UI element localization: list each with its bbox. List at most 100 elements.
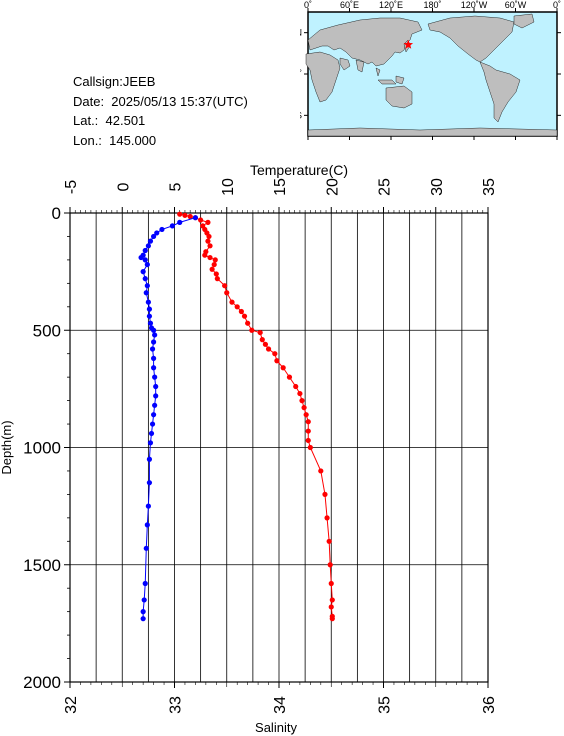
- salinity-point: [148, 430, 155, 437]
- temperature-tick-label: 20: [324, 178, 341, 196]
- salinity-line: [140, 217, 196, 619]
- temperature-point: [205, 219, 211, 225]
- temperature-point: [241, 313, 248, 319]
- temperature-point: [328, 580, 334, 587]
- salinity-point: [147, 440, 154, 446]
- salinity-point: [153, 383, 159, 390]
- temperature-point: [265, 346, 272, 352]
- chart-series: [138, 211, 335, 622]
- temperature-point: [202, 252, 208, 258]
- temperature-point: [293, 383, 299, 390]
- salinity-point: [142, 257, 148, 263]
- temperature-point: [322, 491, 328, 497]
- temperature-tick-label: 5: [168, 182, 185, 191]
- callsign-text: Callsign:JEEB: [73, 74, 156, 89]
- chart-ticks: [64, 207, 489, 688]
- salinity-point: [151, 412, 157, 418]
- salinity-point: [144, 522, 150, 528]
- salinity-tick-label: 32: [63, 696, 80, 714]
- temperature-point: [207, 254, 213, 261]
- temperature-point: [203, 249, 209, 255]
- temperature-point: [192, 215, 198, 221]
- map-lon-label: 60˚W: [505, 0, 527, 10]
- map-lat-label: 0˚: [300, 69, 302, 79]
- temperature-point: [238, 308, 244, 315]
- temperature-point: [280, 365, 286, 371]
- temperature-tick-label: 10: [220, 178, 237, 196]
- map-land: [305, 13, 558, 137]
- salinity-tick-label: 33: [168, 696, 185, 714]
- location-map: 0˚ 60˚E 120˚E 180˚ 120˚W 60˚W 0˚ 60˚N 0˚ 60˚S: [300, 0, 561, 140]
- temperature-point: [212, 257, 218, 263]
- map-lon-label: 120˚W: [461, 0, 488, 10]
- depth-tick-label: 1500: [23, 556, 61, 575]
- chart-frame: [69, 212, 489, 683]
- temperature-point: [259, 337, 265, 343]
- map-lat-label: 60˚S: [300, 110, 302, 120]
- depth-axis-label: Depth(m): [0, 420, 14, 474]
- depth-tick-label: 500: [33, 321, 61, 340]
- temperature-point: [329, 613, 335, 619]
- temperature-point: [234, 304, 240, 310]
- temperature-point: [182, 212, 188, 218]
- temperature-point: [307, 444, 313, 451]
- temperature-point: [305, 428, 311, 434]
- salinity-point: [192, 215, 198, 221]
- temperature-point: [209, 266, 215, 272]
- salinity-point: [159, 226, 165, 233]
- salinity-point: [154, 230, 160, 236]
- temperature-point: [214, 276, 220, 282]
- temperature-tick-label: 30: [429, 178, 446, 196]
- map-ticks: [304, 8, 561, 140]
- temperature-point: [249, 327, 255, 333]
- depth-tick-label: 0: [52, 204, 61, 223]
- salinity-point: [140, 269, 146, 275]
- salinity-tick-label: 35: [377, 696, 394, 714]
- salinity-point: [140, 252, 146, 258]
- temperature-point: [213, 271, 219, 277]
- depth-tick-label: 2000: [23, 673, 61, 692]
- temperature-point: [329, 616, 335, 622]
- temperature-tick-label: 35: [481, 178, 498, 196]
- temperature-point: [327, 562, 333, 568]
- salinity-point: [145, 243, 151, 249]
- salinity-point: [146, 456, 153, 462]
- salinity-point: [151, 365, 157, 371]
- salinity-point: [153, 393, 159, 399]
- latitude-text: Lat.: 42.501: [73, 113, 146, 128]
- salinity-point: [146, 306, 153, 312]
- temperature-point: [303, 412, 309, 418]
- salinity-point: [143, 290, 149, 296]
- temperature-line: [179, 213, 333, 619]
- salinity-point: [142, 247, 148, 254]
- temperature-point: [328, 604, 334, 610]
- temperature-point: [198, 217, 204, 223]
- map-lon-label: 180˚: [423, 0, 441, 10]
- temperature-point: [257, 329, 263, 336]
- salinity-point: [152, 402, 158, 408]
- map-lon-label: 0˚: [553, 0, 561, 10]
- temperature-tick-label: 0: [115, 182, 132, 191]
- temperature-point: [305, 419, 311, 425]
- salinity-point: [149, 346, 156, 352]
- temperature-point: [202, 226, 208, 233]
- salinity-axis-label: Salinity: [255, 720, 297, 735]
- salinity-point: [151, 355, 157, 361]
- temperature-point: [286, 374, 293, 380]
- temperature-point: [324, 515, 330, 521]
- salinity-point: [140, 616, 146, 622]
- salinity-point: [144, 283, 150, 289]
- salinity-point: [177, 219, 183, 225]
- temperature-point: [318, 468, 324, 474]
- temperature-tick-label: 25: [377, 178, 394, 196]
- temperature-tick-label: 15: [272, 178, 289, 196]
- temperature-axis-label: Temperature(C): [250, 162, 348, 178]
- temperature-point: [205, 238, 211, 244]
- depth-tick-label: 1000: [23, 439, 61, 458]
- map-labels: 0˚ 60˚E 120˚E 180˚ 120˚W 60˚W 0˚ 60˚N 0˚ 60˚S: [300, 0, 561, 120]
- temperature-point: [207, 243, 213, 249]
- temperature-point: [204, 230, 210, 236]
- salinity-point: [146, 313, 153, 319]
- salinity-point: [145, 299, 151, 305]
